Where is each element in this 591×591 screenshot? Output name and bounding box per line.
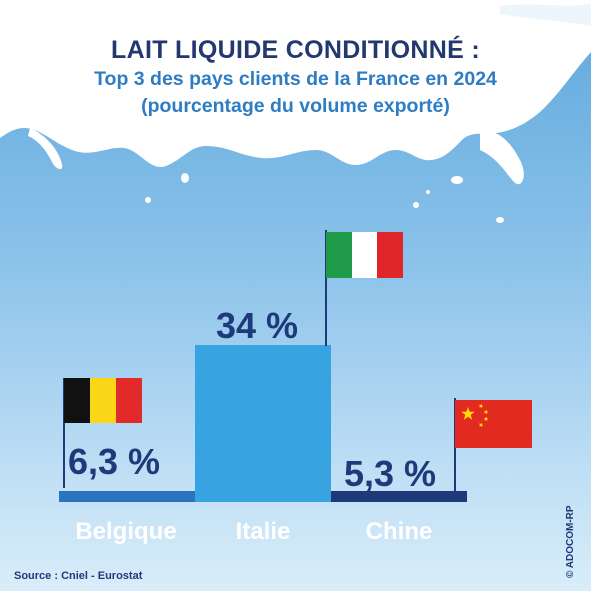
flags-group bbox=[63, 230, 532, 492]
value-labels-group: 6,3 % 34 % 5,3 % bbox=[68, 305, 436, 494]
copyright-credit: © ADOCOM-RP bbox=[565, 505, 576, 578]
italy-flag bbox=[325, 230, 403, 346]
category-label-chine: Chine bbox=[366, 518, 433, 545]
bar-italie bbox=[195, 345, 331, 502]
category-label-italie: Italie bbox=[236, 518, 291, 545]
bar-belgique bbox=[59, 491, 195, 502]
category-labels-group: Belgique Italie Chine bbox=[75, 518, 432, 545]
category-label-belgique: Belgique bbox=[75, 518, 176, 545]
china-flag bbox=[454, 398, 532, 492]
value-label-italie: 34 % bbox=[216, 305, 298, 346]
title-block: LAIT LIQUIDE CONDITIONNÉ : Top 3 des pay… bbox=[0, 34, 591, 120]
value-label-chine: 5,3 % bbox=[344, 453, 436, 494]
bars-group bbox=[59, 345, 467, 502]
chart-subtitle-line1: Top 3 des pays clients de la France en 2… bbox=[94, 68, 497, 90]
chart-subtitle-line2: (pourcentage du volume exporté) bbox=[141, 95, 450, 117]
bar-chine bbox=[331, 491, 467, 502]
value-label-belgique: 6,3 % bbox=[68, 441, 160, 482]
source-note: Source : Cniel - Eurostat bbox=[14, 570, 143, 582]
belgium-flag bbox=[63, 378, 142, 488]
chart-title: LAIT LIQUIDE CONDITIONNÉ : bbox=[111, 36, 480, 64]
